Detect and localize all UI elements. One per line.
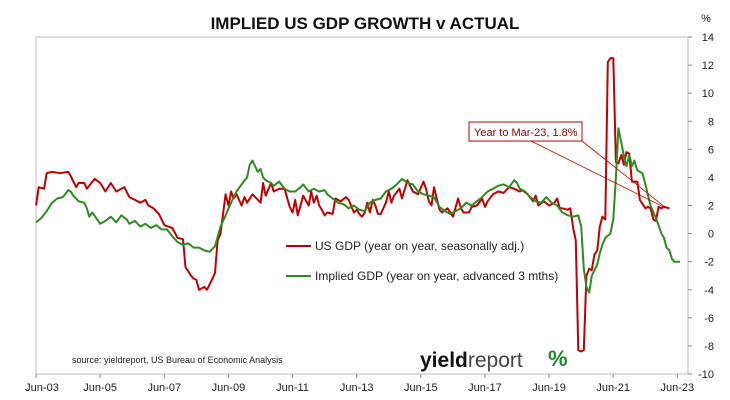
x-tick-label: Jun-21 <box>596 382 630 394</box>
x-tick-label: Jun-15 <box>404 382 438 394</box>
y-tick-label: 0 <box>708 229 714 241</box>
series-line-implied-gdp <box>35 127 680 294</box>
chart-title: IMPLIED US GDP GROWTH v ACTUAL <box>211 14 520 33</box>
legend-label-us-gdp: US GDP (year on year, seasonally adj.) <box>315 239 524 253</box>
y-tick-label: 2 <box>708 201 714 213</box>
x-tick-label: Jun-13 <box>340 382 374 394</box>
x-tick-label: Jun-07 <box>147 382 181 394</box>
annotation-box <box>468 121 583 142</box>
y-tick-label: -10 <box>698 369 714 381</box>
logo: yieldreport % <box>420 346 568 372</box>
x-axis: Jun-03 Jun-05 Jun-07 Jun-09 Jun-11 Jun-13 Jun-… <box>25 374 694 394</box>
x-tick-label: Jun-17 <box>468 382 502 394</box>
x-tick-label: Jun-23 <box>661 382 695 394</box>
y-axis: 14 12 10 8 6 4 2 0 -2 -4 -6 -8 -10 <box>688 32 714 381</box>
series-layer <box>35 57 680 353</box>
y-tick-label: -2 <box>704 257 714 269</box>
source-note: source: yieldreport, US Bureau of Econom… <box>72 355 283 365</box>
y-tick-label: 6 <box>708 144 714 156</box>
y-tick-label: 14 <box>702 32 714 44</box>
y-unit-label: % <box>701 13 711 25</box>
y-tick-label: -4 <box>704 285 714 297</box>
y-tick-label: 4 <box>708 172 714 184</box>
annotation: Year to Mar-23, 1.8% <box>468 121 667 209</box>
annotation-leader <box>581 140 667 209</box>
y-tick-label: 8 <box>708 116 714 128</box>
y-tick-label: 10 <box>702 88 714 100</box>
x-tick-label: Jun-03 <box>25 382 59 394</box>
logo-percent-icon: % <box>548 346 568 371</box>
legend: US GDP (year on year, seasonally adj.) I… <box>286 239 558 283</box>
legend-label-implied-gdp: Implied GDP (year on year, advanced 3 mt… <box>315 269 558 283</box>
y-tick-label: -6 <box>704 313 714 325</box>
y-tick-label: -8 <box>704 341 714 353</box>
x-tick-label: Jun-05 <box>83 382 117 394</box>
annotation-leader <box>530 140 667 209</box>
x-tick-label: Jun-19 <box>532 382 566 394</box>
series-line-us-gdp <box>35 57 670 353</box>
y-tick-label: 12 <box>702 60 714 72</box>
x-tick-label: Jun-11 <box>276 382 309 394</box>
annotation-text: Year to Mar-23, 1.8% <box>474 127 578 139</box>
x-tick-label: Jun-09 <box>212 382 246 394</box>
logo-text: yieldreport <box>420 349 523 372</box>
